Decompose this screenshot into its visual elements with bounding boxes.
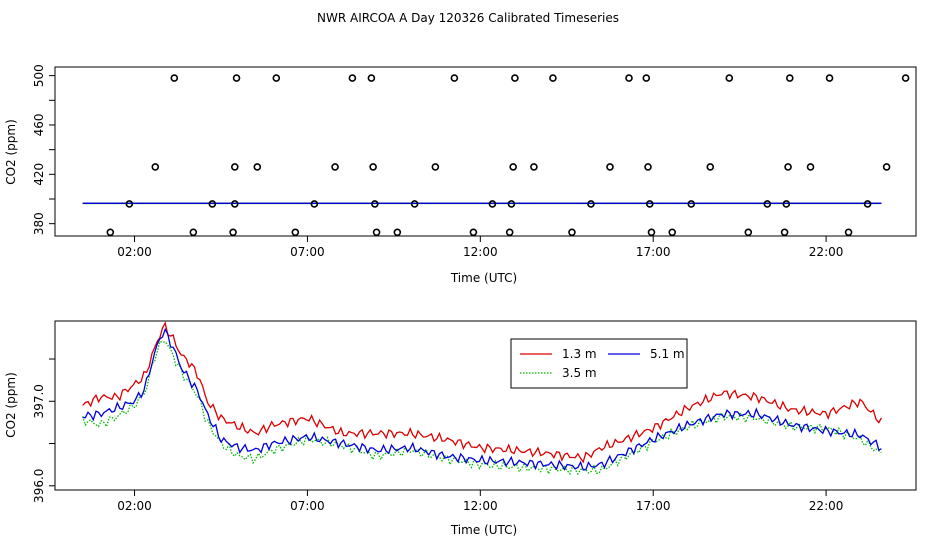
top-data-point: [125, 200, 134, 208]
top-data-point: [625, 74, 633, 82]
top-data-point: [229, 228, 237, 237]
top-points: [106, 74, 910, 237]
top-data-point: [568, 228, 576, 237]
top-data-point: [208, 200, 217, 208]
bottom-chart: 02:00 07:00 12:00 17:00 22:00 396.0 397.0 Tim…: [4, 320, 917, 537]
top-y-tick-label: 460: [32, 114, 46, 137]
bottom-series-lines: [82, 321, 882, 476]
top-data-point: [469, 228, 478, 237]
bottom-x-axis-label: Time (UTC): [450, 523, 517, 537]
top-data-point: [331, 163, 339, 171]
top-data-point: [844, 228, 853, 237]
top-data-point: [232, 74, 241, 82]
top-data-point: [410, 200, 419, 208]
top-data-point: [642, 74, 651, 82]
top-x-tick-label: 22:00: [809, 245, 844, 259]
top-data-point: [785, 74, 794, 82]
top-data-point: [784, 163, 792, 171]
figure-title: NWR AIRCOA A Day 120326 Calibrated Times…: [317, 11, 619, 25]
top-x-tick-label: 17:00: [636, 245, 671, 259]
bottom-x-tick-label: 17:00: [636, 499, 671, 513]
bottom-y-tick-label: 396.0: [32, 469, 46, 503]
legend-label-1-3m: 1.3 m: [562, 347, 597, 361]
top-data-point: [706, 163, 715, 171]
top-x-axis-label: Time (UTC): [450, 271, 517, 285]
bottom-y-tick-label: 397.0: [32, 384, 46, 418]
legend-label-3-5m: 3.5 m: [562, 366, 597, 380]
top-data-point: [511, 74, 519, 82]
top-data-point: [106, 228, 115, 237]
bottom-y-axis: 396.0 397.0: [32, 358, 55, 503]
top-data-point: [549, 74, 557, 82]
top-data-point: [151, 163, 160, 171]
bottom-x-tick-label: 07:00: [290, 499, 325, 513]
bottom-y-axis-label: CO2 (ppm): [4, 372, 18, 438]
bottom-x-tick-label: 22:00: [809, 499, 844, 513]
top-plot-frame: [54, 66, 917, 237]
top-x-axis: 02:00 07:00 12:00 17:00 22:00: [117, 236, 843, 259]
top-data-point: [780, 228, 789, 237]
bottom-plot-frame: [54, 320, 917, 491]
series-line-13m: [82, 321, 882, 464]
top-data-point: [782, 200, 791, 208]
top-data-point: [644, 163, 652, 171]
top-data-point: [863, 200, 872, 208]
top-data-point: [763, 200, 772, 208]
bottom-x-tick-label: 12:00: [463, 499, 498, 513]
top-data-point: [231, 200, 239, 208]
top-data-point: [587, 200, 595, 208]
top-data-point: [530, 163, 538, 171]
legend: 1.3 m 5.1 m 3.5 m: [510, 338, 688, 389]
top-x-tick-label: 02:00: [117, 245, 152, 259]
top-data-point: [744, 228, 753, 237]
top-data-point: [901, 74, 910, 82]
top-y-tick-label: 420: [32, 163, 46, 186]
top-data-point: [687, 200, 696, 208]
top-data-point: [371, 200, 379, 208]
top-data-point: [725, 74, 734, 82]
top-data-point: [170, 74, 179, 82]
top-data-point: [507, 200, 516, 208]
legend-box: [510, 338, 688, 389]
top-data-point: [431, 163, 440, 171]
legend-label-5-1m: 5.1 m: [650, 347, 685, 361]
top-y-tick-label: 380: [32, 212, 46, 235]
series-line-35m: [82, 340, 882, 476]
top-y-axis-label: CO2 (ppm): [4, 119, 18, 185]
top-data-point: [505, 228, 514, 237]
top-data-point: [882, 163, 891, 171]
top-data-point: [231, 163, 239, 171]
top-x-tick-label: 07:00: [290, 245, 325, 259]
top-data-point: [393, 228, 402, 237]
top-data-point: [367, 74, 376, 82]
top-data-point: [647, 228, 656, 237]
top-data-point: [825, 74, 834, 82]
top-data-point: [310, 200, 319, 208]
top-data-point: [509, 163, 517, 171]
bottom-x-tick-label: 02:00: [117, 499, 152, 513]
top-data-point: [372, 228, 381, 237]
top-data-point: [369, 163, 377, 171]
series-line-51m: [82, 327, 882, 471]
top-data-point: [291, 228, 300, 237]
top-data-point: [253, 163, 262, 171]
top-data-point: [488, 200, 497, 208]
top-data-point: [272, 74, 281, 82]
top-data-point: [806, 163, 815, 171]
top-data-point: [606, 163, 614, 171]
top-y-axis: 380 420 460 500: [32, 64, 55, 235]
top-data-point: [348, 74, 357, 82]
top-data-point: [450, 74, 459, 82]
top-chart: 02:00 07:00 12:00 17:00 22:00 380 420 460 500 T…: [4, 64, 917, 285]
top-data-point: [645, 200, 654, 208]
top-data-point: [189, 228, 198, 237]
top-y-tick-label: 500: [32, 64, 46, 87]
bottom-x-axis: 02:00 07:00 12:00 17:00 22:00: [117, 490, 843, 513]
top-data-point: [668, 228, 677, 237]
top-x-tick-label: 12:00: [463, 245, 498, 259]
